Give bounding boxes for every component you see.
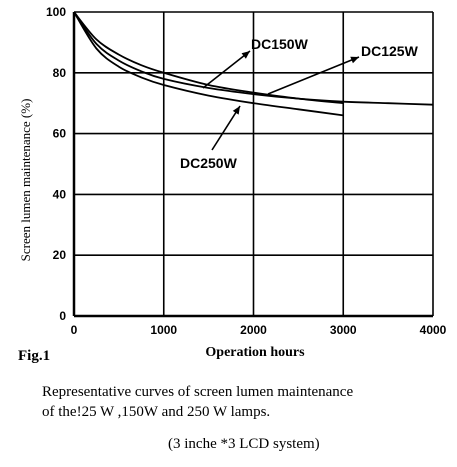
series-lines [73, 11, 434, 117]
arrow-dc125w [267, 56, 360, 95]
caption-line-3: (3 inche *3 LCD system) [168, 436, 320, 452]
figure-label: Fig.1 [18, 348, 51, 364]
series-line-dc250w [73, 11, 344, 117]
caption-line-1: Representative curves of screen lumen ma… [42, 384, 354, 400]
caption-line-2: of the!25 W ,150W and 250 W lamps. [42, 404, 271, 420]
x-tick-label: 0 [71, 323, 78, 337]
arrow-dc150w [202, 50, 251, 89]
y-tick-label: 20 [53, 248, 67, 262]
y-axis-label: Screen lumen maintenance (%) [18, 99, 33, 262]
annotation-dc150w: DC150W [251, 36, 309, 52]
arrow-dc250w [211, 105, 241, 151]
annotation-dc125w: DC125W [361, 43, 419, 59]
y-tick-label: 80 [53, 66, 67, 80]
annotation-arrows [202, 50, 360, 151]
y-tick-label: 100 [46, 5, 66, 19]
x-tick-labels: 0 1000 2000 3000 4000 [71, 323, 447, 337]
grid-lines [72, 11, 434, 318]
x-tick-label: 4000 [420, 323, 447, 337]
x-tick-label: 2000 [240, 323, 267, 337]
x-tick-label: 1000 [150, 323, 177, 337]
y-tick-label: 60 [53, 127, 67, 141]
y-tick-labels: 0 20 40 60 80 100 [46, 5, 66, 323]
annotation-dc250w: DC250W [180, 155, 238, 171]
x-tick-label: 3000 [330, 323, 357, 337]
y-tick-label: 0 [59, 309, 66, 323]
x-axis-label: Operation hours [205, 345, 305, 360]
series-line-dc125w [73, 11, 434, 106]
y-tick-label: 40 [53, 187, 67, 201]
